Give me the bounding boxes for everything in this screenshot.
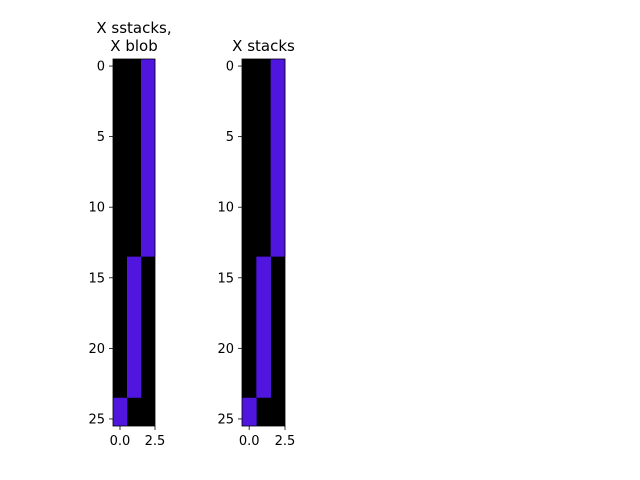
y-tick-label: 20	[88, 342, 105, 357]
chart-title-line: X stacks	[232, 37, 295, 55]
axes-frame	[112, 58, 156, 427]
chart-title-line: X blob	[110, 37, 157, 55]
heatmap-cell-segment-2	[113, 397, 128, 426]
heatmap-cell-segment-0	[270, 59, 286, 257]
heatmap-cell-segment-1	[256, 256, 271, 398]
y-tick-label: 5	[97, 130, 105, 145]
y-tick-label: 15	[217, 271, 234, 286]
axes-frame	[241, 58, 286, 427]
heatmap-panel-right: 0 5 10 15 20 25 0.0 2.5 X stacks	[217, 37, 295, 449]
x-tick-label: 2.5	[145, 434, 166, 449]
y-tick-label: 20	[217, 342, 234, 357]
y-tick-label: 5	[226, 130, 234, 145]
y-tick-label: 25	[217, 412, 234, 427]
x-tick-label: 0.0	[110, 434, 131, 449]
x-tick-label: 0.0	[239, 434, 260, 449]
y-tick-label: 0	[226, 60, 234, 75]
heatmap-cell-segment-1	[127, 256, 142, 398]
y-tick-label: 25	[88, 412, 105, 427]
chart-title-line: X sstacks,	[96, 19, 171, 37]
heatmap-panel-left: 0 5 10 15 20 25 0.0 2.5 X sstacks,X blob	[88, 19, 171, 449]
heatmap-cell-segment-0	[141, 59, 156, 257]
y-tick-label: 15	[88, 271, 105, 286]
x-tick-label: 2.5	[275, 434, 296, 449]
heatmap-cell-segment-2	[242, 397, 257, 426]
y-tick-label: 10	[88, 201, 105, 216]
y-tick-label: 10	[217, 201, 234, 216]
y-tick-label: 0	[97, 60, 105, 75]
